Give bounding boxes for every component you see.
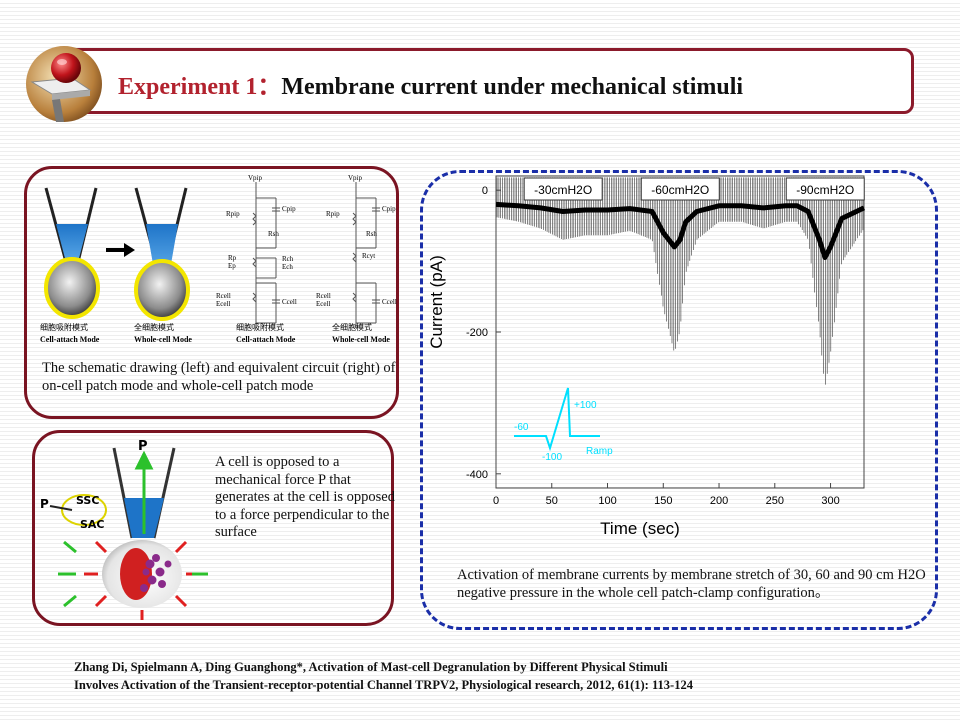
stimulus-label-box-0 [523,177,603,201]
x-tick-label-0: 0 [493,495,499,507]
svg-text:细胞吸附模式: 细胞吸附模式 [236,322,284,332]
x-tick-label-1: 50 [546,495,558,507]
current-chart-panel [420,170,938,630]
y-axis-label: Current (pA) [428,255,446,349]
svg-text:Vpip: Vpip [248,174,263,182]
circuit-whole-cell [352,182,380,328]
svg-text:Rp: Rp [228,254,237,262]
stimulus-label-box-1 [640,177,720,201]
schematic-panel [24,166,399,419]
p-left-label: P [40,497,49,511]
pipette-left-wall [44,187,68,263]
inset-label-1: -100 [542,452,562,463]
svg-text:Ccell: Ccell [382,298,397,306]
svg-text:Rsh: Rsh [366,230,377,238]
citation: Zhang Di, Spielmann A, Ding Guanghong*, … [74,658,914,694]
membrane-current-chart: 0 50 100 150 200 250 300 0 -200 -400 Time (sec) Cur… [428,175,866,538]
mode-arrow-head [124,243,135,257]
cell-attach-cn-label: 细胞吸附模式 [40,322,88,332]
x-tick-label-4: 200 [710,495,728,507]
3d-sphere-logo-icon [26,46,102,122]
svg-text:Rsh: Rsh [268,230,279,238]
y-tick-label-2: -400 [466,469,488,481]
circuit-cell-attach [252,182,280,328]
stimulus-label-1: -60cmH2O [651,183,709,197]
x-axis-label: Time (sec) [600,519,680,538]
schematic-caption: The schematic drawing (left) and equival… [42,360,396,394]
sac-label: SAC [80,518,105,531]
page-title: Experiment 1：Membrane current under mech… [118,66,743,101]
ramp-spikes [496,177,864,385]
cell-attach-en-label: Cell-attach Mode [40,335,100,344]
y-tick-label-1: -200 [466,327,488,339]
current-trace [495,201,866,260]
inset-label-3: Ramp [586,446,613,457]
stimulus-label-2: -90cmH2O [796,183,854,197]
svg-text:Rcell: Rcell [316,292,331,300]
inset-label-2: +100 [574,400,597,411]
svg-text:Cpip: Cpip [382,205,396,213]
force-caption: A cell is opposed to a mechanical force … [215,454,395,540]
svg-text:Rcell: Rcell [216,292,231,300]
cell-attach-cell [44,257,100,319]
svg-text:Vpip: Vpip [348,174,363,182]
x-tick-label-3: 150 [654,495,672,507]
green-force-arrows [58,450,208,608]
granules [140,554,172,592]
whole-cell-en-label: Whole-cell Mode [134,335,192,344]
citation-line-2: Involves Activation of the Transient-rec… [74,678,693,692]
svg-text:Rcyt: Rcyt [362,252,375,260]
svg-text:Whole-cell Mode: Whole-cell Mode [332,335,390,344]
svg-text:Rpip: Rpip [326,210,340,218]
svg-text:Rch: Rch [282,255,294,263]
svg-text:Ep: Ep [228,262,236,270]
svg-text:Ecell: Ecell [316,300,330,308]
x-tick-label-2: 100 [598,495,616,507]
p-top-label: P [138,439,148,454]
title-banner [62,48,914,114]
patch-mode-schematic: 细胞吸附模式 Cell-attach Mode 全细胞模式 Whole-cell… [40,174,397,344]
inset-label-0: -60 [514,422,529,433]
chart-caption: Activation of membrane currents by membr… [457,567,926,601]
force-panel [32,430,394,626]
stimulus-label-box-2 [785,177,865,201]
title-prefix: Experiment 1 [118,74,258,100]
svg-text:全细胞模式: 全细胞模式 [332,322,372,332]
y-tick-label-0: 0 [482,185,488,197]
inset-ramp-line [514,387,600,452]
svg-text:Ech: Ech [282,263,293,271]
svg-text:Ecell: Ecell [216,300,230,308]
pipette-solution [56,224,88,262]
svg-text:Ccell: Ccell [282,298,297,306]
x-tick-label-5: 250 [766,495,784,507]
whole-cell-cn-label: 全细胞模式 [134,322,174,332]
title-main: Membrane current under mechanical stimul… [281,74,744,100]
svg-text:Cpip: Cpip [282,205,296,213]
svg-text:Rpip: Rpip [226,210,240,218]
citation-line-1: Zhang Di, Spielmann A, Ding Guanghong*, … [74,660,668,674]
svg-text:Cell-attach Mode: Cell-attach Mode [236,335,296,344]
mechanical-force-diagram: P P SSC SAC [40,439,208,620]
channel-ring [61,494,107,526]
x-tick-label-6: 300 [821,495,839,507]
title-separator: ： [257,74,282,100]
whole-cell-cell [134,259,190,321]
stimulus-label-0: -30cmH2O [534,183,592,197]
ssc-label: SSC [76,494,99,507]
